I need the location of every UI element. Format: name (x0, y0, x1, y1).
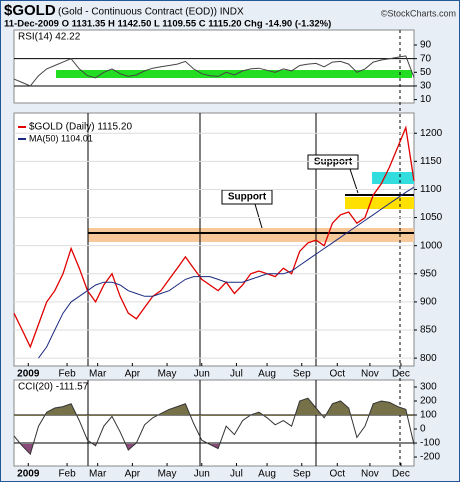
x-tick-label: 2009 (17, 469, 40, 480)
panel-label: CCI(20) -111.57 (18, 382, 89, 393)
annotation-box (221, 189, 273, 205)
instrument-name: (Gold - Continuous Contract (EOD)) INDX (58, 7, 244, 18)
series-line (13, 55, 415, 87)
x-tick-label: Jul (230, 369, 243, 380)
x-tick-label: Apr (125, 469, 141, 480)
x-tick-label: Mar (89, 469, 107, 480)
annotation: Support (314, 157, 353, 168)
x-tick-label: Feb (58, 369, 76, 380)
x-tick-label: Jun (194, 369, 210, 380)
annotation: Support (228, 192, 267, 203)
y-tick-label: 200 (420, 396, 437, 407)
x-tick-label: Jul (230, 469, 243, 480)
support-box (372, 172, 414, 184)
x-tick-label: Oct (329, 469, 345, 480)
y-tick-label: 1200 (420, 128, 443, 139)
y-tick-label: 0 (420, 424, 426, 435)
series-line (13, 125, 415, 349)
credit: ©StockCharts.com (381, 8, 456, 18)
y-tick-label: 1050 (420, 212, 443, 223)
y-tick-label: 50 (420, 67, 432, 78)
x-tick-label: May (158, 369, 177, 380)
x-tick-label: Mar (89, 369, 107, 380)
y-tick-label: 1000 (420, 240, 443, 251)
y-tick-label: 900 (420, 297, 437, 308)
y-tick-label: 950 (420, 268, 437, 279)
x-tick-label: May (158, 469, 177, 480)
x-tick-label: Dec (392, 469, 410, 480)
annotation-box (307, 154, 359, 170)
y-tick-label: 1150 (420, 156, 442, 167)
x-tick-label: Sep (293, 469, 311, 480)
y-tick-label: 90 (420, 40, 432, 51)
y-tick-label: -100 (420, 438, 440, 449)
y-tick-label: 300 (420, 382, 437, 393)
x-tick-label: Nov (361, 369, 379, 380)
cci-area (14, 398, 414, 416)
x-tick-label: Jun (194, 469, 210, 480)
x-tick-label: Apr (125, 369, 141, 380)
rsi-panel (13, 29, 415, 104)
x-tick-label: Sep (293, 369, 311, 380)
y-tick-label: 30 (420, 81, 432, 92)
annotation-arrow (254, 203, 263, 229)
y-tick-label: -200 (420, 452, 440, 463)
x-tick-label: Nov (361, 469, 379, 480)
quote: 11-Dec-2009 O 1131.35 H 1142.50 L 1109.5… (4, 19, 331, 30)
rsi-band (56, 70, 412, 78)
y-tick-label: 100 (420, 410, 437, 421)
x-tick-label: 2009 (17, 369, 40, 380)
y-tick-label: 1100 (420, 184, 442, 195)
y-tick-label: 850 (420, 325, 437, 336)
y-tick-label: 800 (420, 353, 437, 364)
y-tick-label: 70 (420, 53, 432, 64)
cci-area (20, 444, 414, 455)
legend-entry: MA(50) 1104.01 (29, 133, 93, 143)
x-tick-label: Feb (58, 469, 76, 480)
support-band (88, 228, 414, 242)
support-band (345, 197, 414, 209)
panel-label: RSI(14) 42.22 (18, 32, 81, 43)
x-tick-label: Dec (392, 369, 410, 380)
x-tick-label: Aug (258, 469, 276, 480)
symbol: $GOLD (4, 2, 56, 19)
series-line (38, 186, 415, 359)
x-tick-label: Aug (258, 369, 276, 380)
y-tick-label: 10 (420, 94, 432, 105)
legend-entry: $GOLD (Daily) 1115.20 (29, 122, 132, 133)
x-tick-label: Oct (329, 369, 345, 380)
cci-panel (13, 379, 415, 467)
series-line (13, 397, 415, 456)
